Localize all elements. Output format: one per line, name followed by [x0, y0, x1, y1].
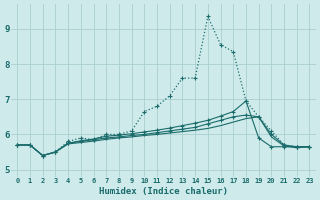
- X-axis label: Humidex (Indice chaleur): Humidex (Indice chaleur): [99, 187, 228, 196]
